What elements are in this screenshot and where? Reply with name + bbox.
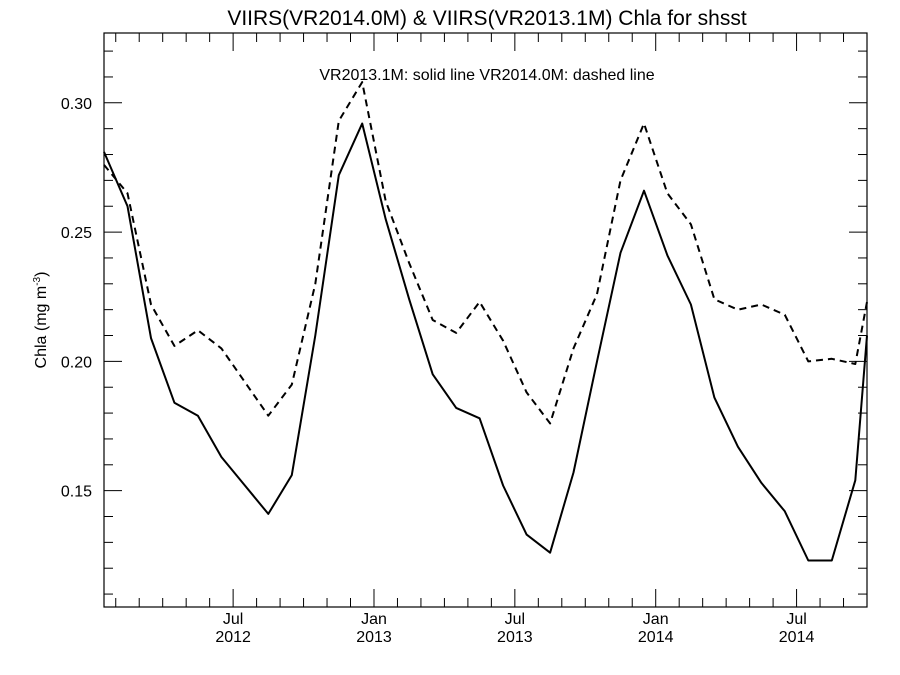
x-tick-label-month: Jul [786, 611, 806, 628]
series-line-vr2014-0m [103, 81, 868, 425]
plot-frame [103, 32, 868, 608]
x-tick-label-year: 2012 [215, 629, 251, 646]
y-axis-label-text: Chla (mg m [33, 286, 50, 369]
y-tick-label: 0.15 [61, 484, 92, 501]
chart-title: VIIRS(VR2014.0M) & VIIRS(VR2013.1M) Chla… [227, 7, 747, 30]
series-line-vr2013-1m [103, 122, 868, 562]
x-tick-label-year: 2013 [356, 629, 392, 646]
x-tick-label-month: Jul [223, 611, 243, 628]
x-tick-label-month: Jan [361, 611, 387, 628]
y-axis-label: Chla (mg m-3) [32, 272, 50, 369]
x-tick-label-month: Jul [505, 611, 525, 628]
line-style-annotation: VR2013.1M: solid line VR2014.0M: dashed … [319, 67, 654, 84]
y-axis: 0.15 0.20 0.25 0.30 [61, 50, 867, 595]
x-tick-label-year: 2013 [497, 629, 533, 646]
y-tick-label: 0.20 [61, 354, 92, 371]
y-axis-label-close: ) [33, 272, 50, 277]
y-axis-label-exponent: -3 [32, 276, 43, 285]
x-tick-label-year: 2014 [779, 629, 815, 646]
series-layer [103, 81, 868, 562]
y-tick-label: 0.30 [61, 96, 92, 113]
x-tick-label-month: Jan [643, 611, 669, 628]
x-tick-label-year: 2014 [638, 629, 674, 646]
y-tick-label: 0.25 [61, 225, 92, 242]
